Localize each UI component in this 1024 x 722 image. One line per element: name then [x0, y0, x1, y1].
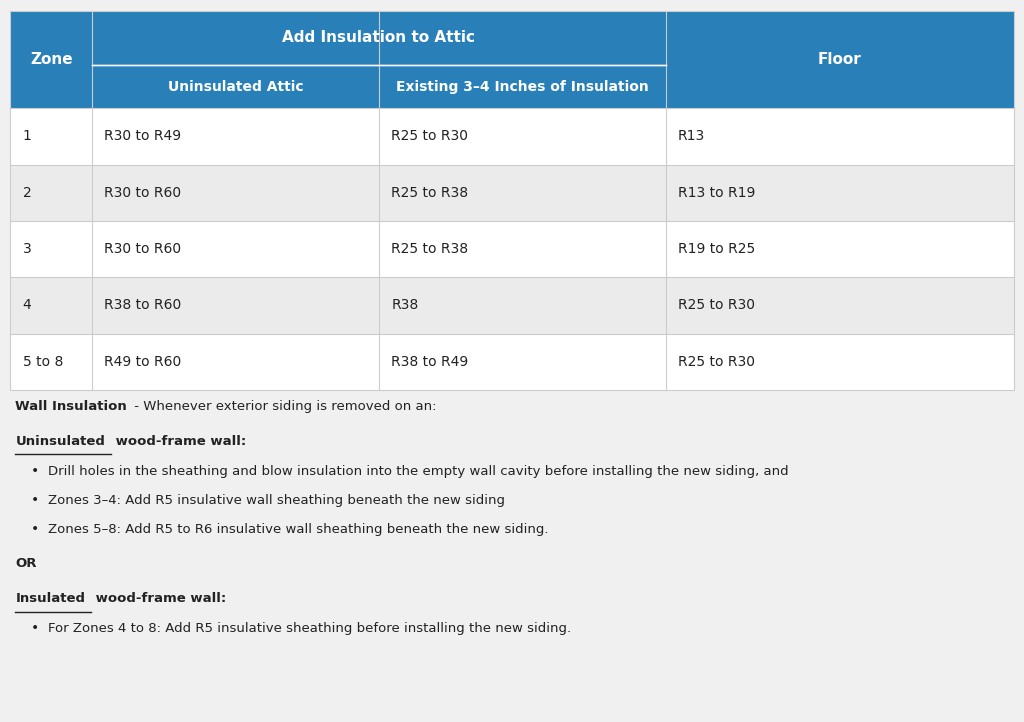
FancyBboxPatch shape	[379, 65, 666, 108]
Text: Uninsulated Attic: Uninsulated Attic	[168, 79, 303, 94]
FancyBboxPatch shape	[10, 108, 1014, 165]
Text: 1: 1	[23, 129, 32, 144]
Text: Drill holes in the sheathing and blow insulation into the empty wall cavity befo: Drill holes in the sheathing and blow in…	[48, 465, 788, 478]
Text: R30 to R60: R30 to R60	[104, 242, 181, 256]
FancyBboxPatch shape	[10, 221, 1014, 277]
Text: R25 to R38: R25 to R38	[391, 242, 468, 256]
Text: R30 to R60: R30 to R60	[104, 186, 181, 200]
Text: 3: 3	[23, 242, 32, 256]
FancyBboxPatch shape	[92, 11, 666, 65]
Text: •: •	[31, 622, 39, 635]
Text: R25 to R38: R25 to R38	[391, 186, 468, 200]
Text: R30 to R49: R30 to R49	[104, 129, 181, 144]
Text: wood-frame wall:: wood-frame wall:	[111, 435, 246, 448]
Text: wood-frame wall:: wood-frame wall:	[91, 592, 226, 605]
Text: Insulated: Insulated	[15, 592, 85, 605]
Text: - Whenever exterior siding is removed on an:: - Whenever exterior siding is removed on…	[130, 400, 436, 413]
FancyBboxPatch shape	[666, 11, 1014, 108]
FancyBboxPatch shape	[10, 11, 92, 108]
Text: R38 to R49: R38 to R49	[391, 355, 468, 369]
FancyBboxPatch shape	[10, 165, 1014, 221]
Text: R25 to R30: R25 to R30	[678, 355, 755, 369]
Text: Uninsulated: Uninsulated	[15, 435, 105, 448]
Text: R25 to R30: R25 to R30	[391, 129, 468, 144]
Text: R19 to R25: R19 to R25	[678, 242, 755, 256]
Text: 4: 4	[23, 298, 32, 313]
FancyBboxPatch shape	[10, 277, 1014, 334]
FancyBboxPatch shape	[92, 65, 379, 108]
Text: OR: OR	[15, 557, 37, 570]
Text: Add Insulation to Attic: Add Insulation to Attic	[283, 30, 475, 45]
Text: •: •	[31, 522, 39, 536]
Text: Zones 3–4: Add R5 insulative wall sheathing beneath the new siding: Zones 3–4: Add R5 insulative wall sheath…	[48, 494, 505, 507]
Text: Zone: Zone	[30, 52, 73, 67]
Text: R38 to R60: R38 to R60	[104, 298, 181, 313]
Text: R13 to R19: R13 to R19	[678, 186, 756, 200]
Text: 2: 2	[23, 186, 32, 200]
Text: •: •	[31, 493, 39, 507]
Text: Zones 5–8: Add R5 to R6 insulative wall sheathing beneath the new siding.: Zones 5–8: Add R5 to R6 insulative wall …	[48, 523, 549, 536]
Text: Existing 3–4 Inches of Insulation: Existing 3–4 Inches of Insulation	[396, 79, 648, 94]
Text: Floor: Floor	[818, 52, 861, 67]
Text: Wall Insulation: Wall Insulation	[15, 400, 127, 413]
Text: R38: R38	[391, 298, 419, 313]
Text: 5 to 8: 5 to 8	[23, 355, 62, 369]
Text: R13: R13	[678, 129, 706, 144]
Text: R25 to R30: R25 to R30	[678, 298, 755, 313]
FancyBboxPatch shape	[10, 334, 1014, 390]
Text: R49 to R60: R49 to R60	[104, 355, 181, 369]
Text: •: •	[31, 464, 39, 478]
Text: For Zones 4 to 8: Add R5 insulative sheathing before installing the new siding.: For Zones 4 to 8: Add R5 insulative shea…	[48, 622, 571, 635]
